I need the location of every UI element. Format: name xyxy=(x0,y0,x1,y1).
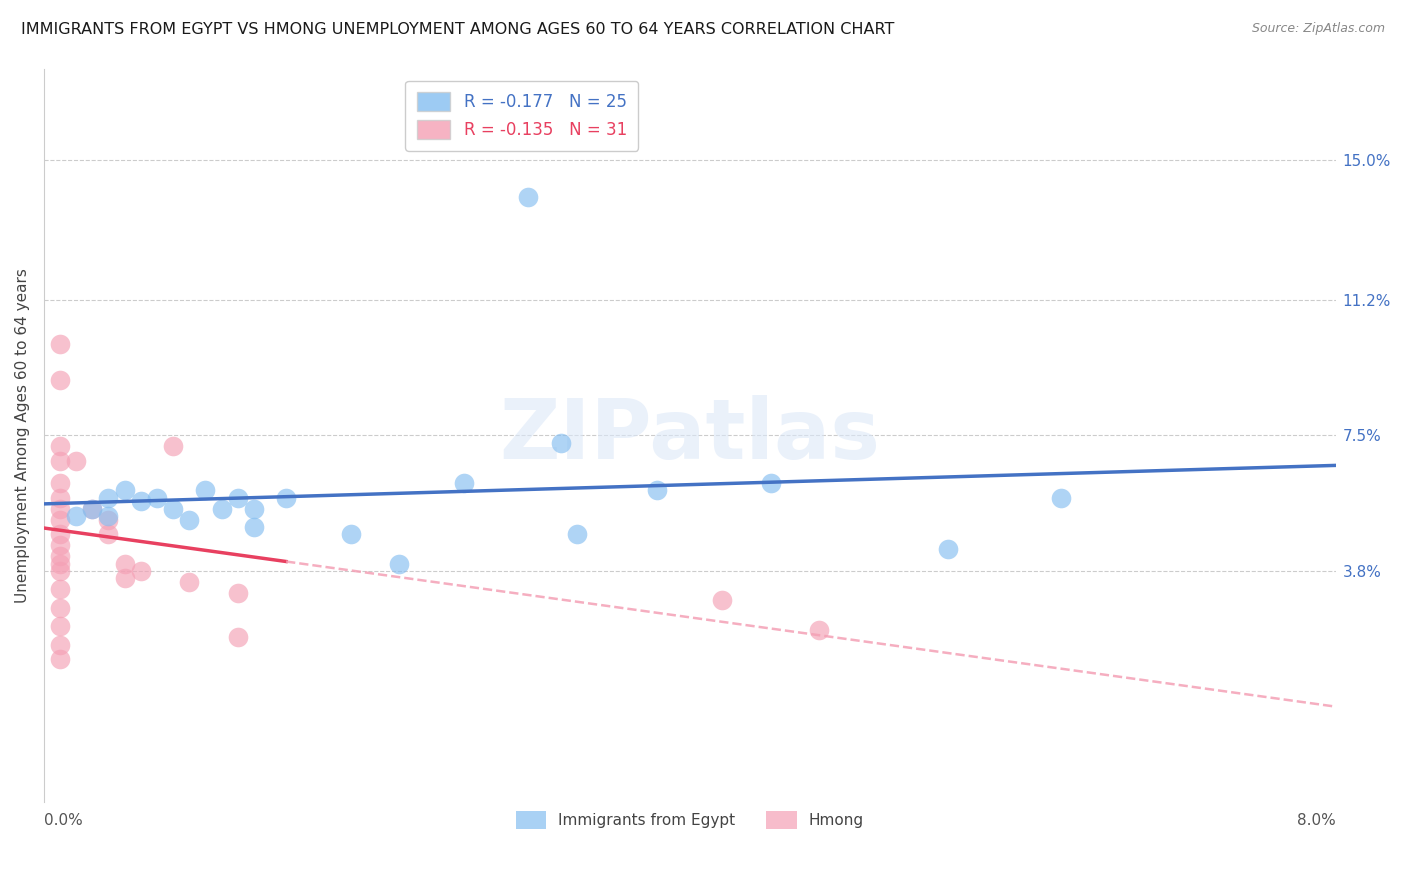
Text: IMMIGRANTS FROM EGYPT VS HMONG UNEMPLOYMENT AMONG AGES 60 TO 64 YEARS CORRELATIO: IMMIGRANTS FROM EGYPT VS HMONG UNEMPLOYM… xyxy=(21,22,894,37)
Point xyxy=(97,491,120,505)
Point xyxy=(97,513,120,527)
Point xyxy=(517,190,540,204)
Point xyxy=(49,600,72,615)
Legend: Immigrants from Egypt, Hmong: Immigrants from Egypt, Hmong xyxy=(509,805,870,835)
Point xyxy=(49,513,72,527)
Point xyxy=(388,557,411,571)
Point xyxy=(82,501,104,516)
Point xyxy=(49,491,72,505)
Point xyxy=(194,483,217,498)
Point xyxy=(339,527,361,541)
Point xyxy=(1050,491,1073,505)
Point xyxy=(550,435,572,450)
Point xyxy=(114,557,136,571)
Text: 0.0%: 0.0% xyxy=(44,814,83,829)
Point xyxy=(129,494,152,508)
Point xyxy=(114,572,136,586)
Point xyxy=(226,630,249,644)
Point xyxy=(97,509,120,524)
Point xyxy=(82,501,104,516)
Point xyxy=(49,476,72,491)
Point xyxy=(129,564,152,578)
Text: 8.0%: 8.0% xyxy=(1296,814,1336,829)
Point xyxy=(49,527,72,541)
Point xyxy=(226,491,249,505)
Point xyxy=(65,454,87,468)
Point xyxy=(936,542,959,557)
Point xyxy=(243,501,266,516)
Point xyxy=(114,483,136,498)
Point xyxy=(49,454,72,468)
Point xyxy=(647,483,669,498)
Point xyxy=(162,501,184,516)
Point xyxy=(807,623,830,637)
Point xyxy=(49,638,72,652)
Point xyxy=(65,509,87,524)
Point xyxy=(162,439,184,453)
Point xyxy=(49,538,72,552)
Point xyxy=(711,593,734,607)
Point xyxy=(49,619,72,633)
Point xyxy=(49,336,72,351)
Point xyxy=(453,476,475,491)
Point xyxy=(565,527,588,541)
Point xyxy=(49,582,72,597)
Y-axis label: Unemployment Among Ages 60 to 64 years: Unemployment Among Ages 60 to 64 years xyxy=(15,268,30,603)
Point xyxy=(226,586,249,600)
Point xyxy=(49,439,72,453)
Point xyxy=(179,513,201,527)
Point xyxy=(759,476,782,491)
Point xyxy=(49,652,72,666)
Point xyxy=(243,520,266,534)
Point xyxy=(211,501,233,516)
Point xyxy=(97,527,120,541)
Point xyxy=(49,501,72,516)
Point xyxy=(49,564,72,578)
Point xyxy=(146,491,169,505)
Point xyxy=(49,373,72,387)
Text: Source: ZipAtlas.com: Source: ZipAtlas.com xyxy=(1251,22,1385,36)
Point xyxy=(49,557,72,571)
Point xyxy=(179,575,201,590)
Text: ZIPatlas: ZIPatlas xyxy=(499,395,880,476)
Point xyxy=(274,491,297,505)
Point xyxy=(49,549,72,564)
